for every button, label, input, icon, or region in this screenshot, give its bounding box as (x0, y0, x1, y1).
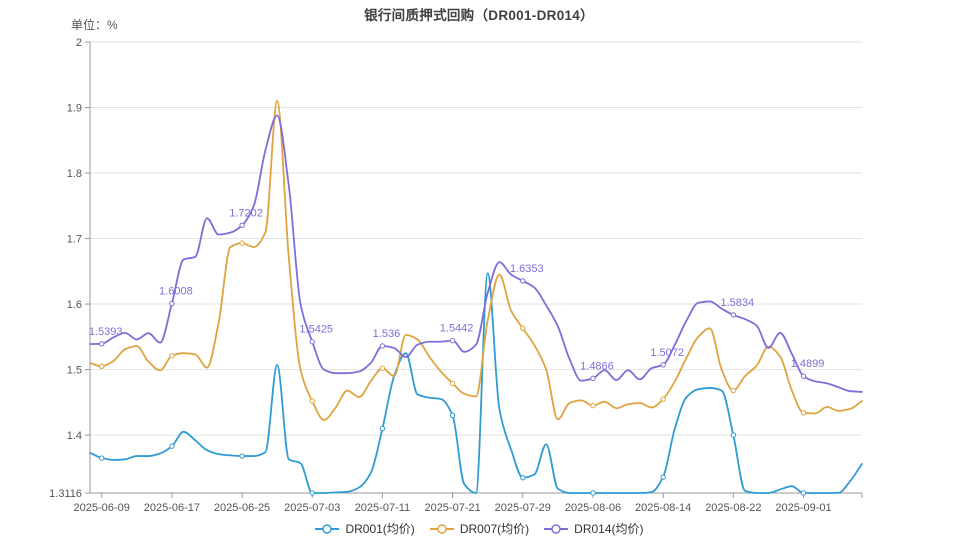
data-point-marker-dr014[interactable] (800, 373, 807, 379)
point-value-label: 1.6008 (159, 286, 193, 298)
data-point-marker-dr001[interactable] (169, 443, 175, 449)
data-point-marker-dr014[interactable] (239, 222, 245, 229)
data-point-marker-dr007[interactable] (800, 410, 807, 416)
data-point-marker-dr007[interactable] (98, 363, 105, 369)
data-point-marker-dr007[interactable] (660, 396, 666, 402)
x-axis-label: 2025-08-06 (565, 502, 621, 514)
point-value-label: 1.5393 (89, 326, 123, 338)
x-axis-label: 2025-08-22 (705, 502, 761, 514)
x-axis-label: 2025-07-29 (495, 502, 551, 514)
point-value-label: 1.6353 (510, 263, 544, 275)
unit-label: 单位：% (71, 18, 118, 32)
data-point-marker-dr001[interactable] (379, 425, 386, 432)
y-axis-label: 1.3116 (49, 488, 82, 500)
data-point-marker-dr014[interactable] (169, 300, 175, 307)
data-point-marker-dr001[interactable] (730, 432, 737, 438)
chart-title: 银行间质押式回购（DR001-DR014） (364, 8, 594, 23)
data-point-marker-dr001[interactable] (449, 412, 456, 419)
legend-item-label: DR007(均价) (459, 522, 530, 536)
series-line-dr007[interactable] (89, 100, 863, 421)
y-axis-label: 1.8 (67, 168, 82, 180)
legend-item-dr014[interactable]: DR014(均价) (543, 520, 644, 537)
point-value-label: 1.5425 (299, 324, 333, 336)
point-value-label: 1.7202 (229, 207, 263, 219)
point-value-label: 1.5072 (650, 347, 684, 359)
legend-line-icon (429, 523, 454, 534)
data-point-marker-dr007[interactable] (309, 398, 315, 404)
x-axis-label: 2025-06-09 (74, 502, 130, 514)
data-point-marker-dr007[interactable] (379, 365, 386, 371)
legend-line-icon (544, 523, 569, 534)
data-point-marker-dr014[interactable] (98, 341, 105, 347)
data-point-marker-dr007[interactable] (520, 325, 526, 331)
data-point-marker-dr007[interactable] (590, 402, 596, 409)
x-axis-label: 2025-06-17 (144, 502, 200, 514)
y-axis-label: 1.7 (67, 234, 82, 246)
y-axis-label: 1.6 (67, 299, 82, 311)
point-value-label: 1.4866 (580, 360, 614, 372)
legend-item-label: DR001(均价) (345, 522, 415, 536)
x-axis-label: 2025-08-14 (635, 502, 691, 514)
data-point-marker-dr014[interactable] (449, 337, 456, 344)
x-axis-label: 2025-06-25 (214, 502, 270, 514)
x-axis-label: 2025-09-01 (775, 502, 831, 514)
series-line-dr014[interactable] (89, 114, 863, 393)
y-axis-label: 1.5 (67, 365, 82, 377)
data-point-marker-dr014[interactable] (379, 343, 386, 349)
legend-item-dr001[interactable]: DR001(均价) (314, 520, 415, 537)
point-value-label: 1.5442 (440, 323, 474, 335)
legend-line-icon (315, 523, 340, 534)
legend-item-dr007[interactable]: DR007(均价) (429, 520, 529, 537)
data-point-marker-dr007[interactable] (239, 240, 245, 246)
data-point-marker-dr007[interactable] (169, 353, 175, 359)
y-axis-label: 1.9 (67, 103, 82, 115)
data-point-marker-dr001[interactable] (239, 453, 245, 459)
y-axis-label: 2 (76, 37, 82, 49)
data-point-marker-dr001[interactable] (660, 474, 666, 480)
x-axis-label: 2025-07-03 (284, 502, 340, 514)
data-point-marker-dr001[interactable] (98, 455, 105, 461)
data-point-marker-dr014[interactable] (590, 375, 596, 382)
x-axis-label: 2025-07-21 (424, 502, 480, 514)
legend: DR001(均价) DR007(均价) DR014(均价) (0, 520, 958, 537)
data-point-marker-dr001[interactable] (590, 490, 596, 496)
legend-item-label: DR014(均价) (574, 522, 644, 536)
point-value-label: 1.4899 (791, 358, 825, 370)
series-line-dr001[interactable] (89, 272, 863, 494)
data-point-marker-dr014[interactable] (520, 278, 526, 284)
data-point-marker-dr001[interactable] (309, 490, 315, 496)
y-axis-label: 1.4 (67, 430, 82, 442)
data-point-marker-dr007[interactable] (730, 387, 737, 394)
data-point-marker-dr001[interactable] (800, 490, 807, 496)
data-point-marker-dr014[interactable] (660, 362, 666, 368)
data-point-marker-dr001[interactable] (520, 474, 526, 481)
data-point-marker-dr014[interactable] (730, 312, 737, 318)
data-point-marker-dr007[interactable] (449, 380, 456, 387)
point-value-label: 1.5834 (721, 297, 755, 309)
data-point-marker-dr014[interactable] (309, 339, 315, 345)
point-value-label: 1.536 (373, 328, 401, 340)
x-axis-label: 2025-07-11 (355, 502, 410, 514)
